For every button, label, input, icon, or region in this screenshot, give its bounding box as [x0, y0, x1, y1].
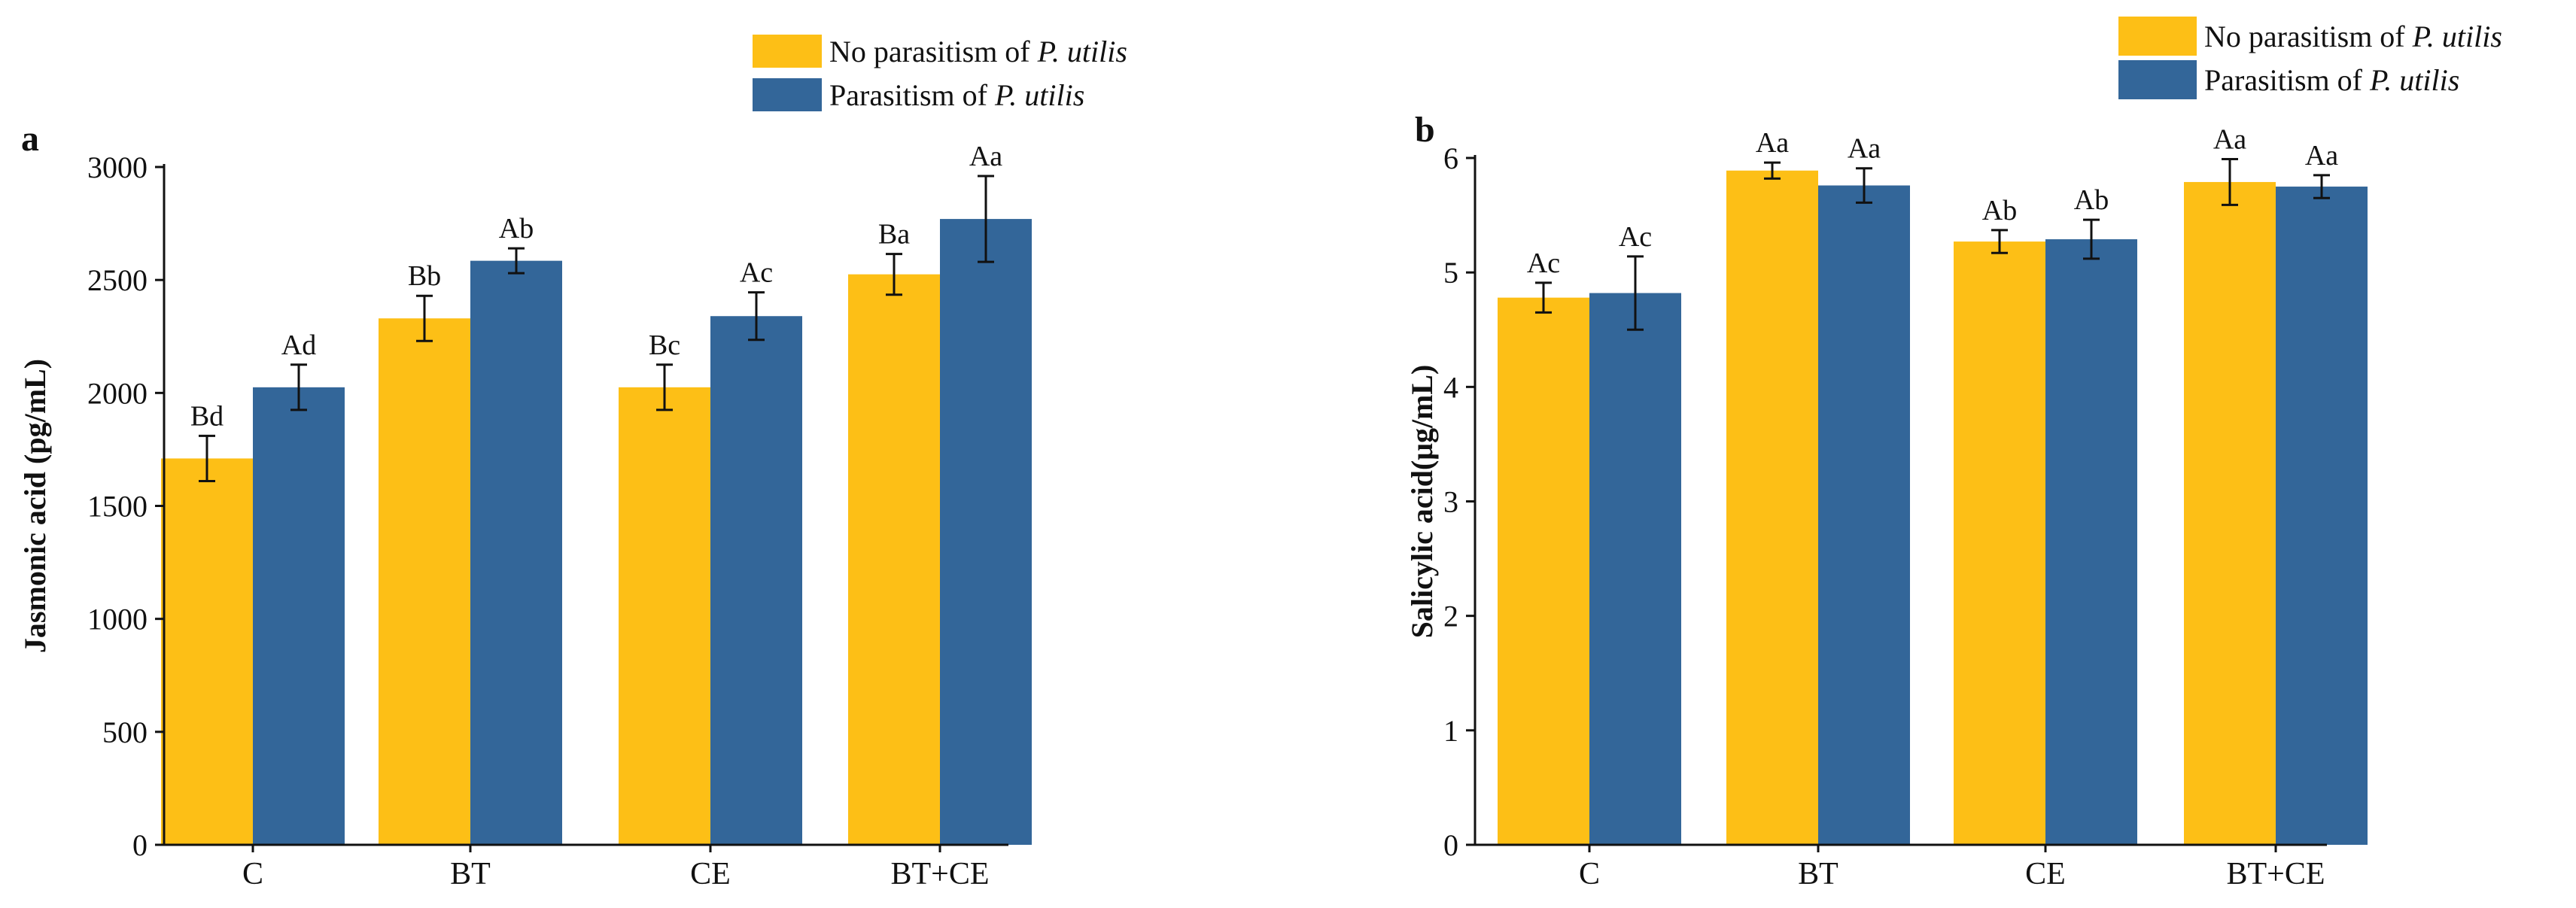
legend-swatch	[2118, 60, 2197, 99]
significance-label: Bb	[408, 260, 441, 292]
x-category-label: BT	[450, 857, 491, 891]
y-tick-label: 5	[1443, 256, 1458, 290]
y-tick-label: 3	[1443, 485, 1458, 519]
y-tick-label: 2000	[87, 376, 148, 410]
bar-parasitism-of-p-utilis-c	[1589, 293, 1681, 846]
significance-label: Aa	[969, 141, 1002, 172]
y-tick-label: 4	[1443, 370, 1458, 404]
significance-label: Ad	[281, 329, 316, 361]
y-tick-label: 2500	[87, 263, 148, 297]
bar-parasitism-of-p-utilis-btce	[940, 219, 1032, 845]
bar-parasitism-of-p-utilis-ce	[2045, 239, 2137, 845]
y-tick-label: 0	[132, 828, 148, 862]
y-tick-label: 1000	[87, 603, 148, 636]
bar-no-parasitism-of-p-utilis-c	[1498, 297, 1589, 846]
x-category-label: CE	[2025, 857, 2066, 891]
bar-no-parasitism-of-p-utilis-btce	[2184, 181, 2276, 845]
legend-label: No parasitism of P. utilis	[2204, 20, 2502, 53]
panel-label: b	[1415, 110, 1435, 150]
y-axis-label: Salicylic acid(μg/mL)	[1405, 365, 1439, 639]
bar-no-parasitism-of-p-utilis-c	[161, 458, 253, 845]
significance-label: Ba	[878, 219, 910, 251]
bar-no-parasitism-of-p-utilis-btce	[848, 274, 940, 845]
bar-parasitism-of-p-utilis-btce	[2276, 187, 2368, 845]
significance-label: Aa	[2305, 140, 2338, 172]
significance-label: Bd	[190, 400, 224, 432]
y-axis-label: Jasmonic acid (pg/mL)	[18, 359, 52, 653]
y-tick-label: 0	[1443, 828, 1458, 862]
bar-parasitism-of-p-utilis-c	[253, 387, 345, 845]
legend-label: Parasitism of P. utilis	[829, 78, 1084, 112]
legend-swatch	[753, 78, 822, 111]
bar-parasitism-of-p-utilis-bt	[1818, 185, 1910, 845]
panel-label: a	[21, 119, 39, 159]
significance-label: Ac	[1619, 221, 1652, 253]
significance-label: Aa	[1848, 133, 1881, 165]
significance-label: Aa	[2213, 124, 2246, 156]
bar-parasitism-of-p-utilis-ce	[710, 316, 802, 846]
x-category-label: BT+CE	[2226, 857, 2325, 891]
significance-label: Ab	[1982, 195, 2017, 226]
legend-swatch	[2118, 17, 2197, 56]
y-tick-label: 6	[1443, 141, 1458, 175]
chart-panel-a: Bd Bb Bc Ba Ad Ab Ac Aa 0 500 1000 1500 2000 2500 3000…	[18, 35, 1127, 891]
significance-label: Ac	[1527, 247, 1560, 279]
bar-no-parasitism-of-p-utilis-bt	[1726, 170, 1818, 845]
y-tick-label: 1500	[87, 490, 148, 524]
legend-swatch	[753, 35, 822, 68]
y-tick-label: 3000	[87, 150, 148, 184]
y-tick-label: 1	[1443, 714, 1458, 748]
bar-parasitism-of-p-utilis-bt	[470, 260, 562, 846]
significance-label: Ac	[740, 257, 773, 289]
x-category-label: CE	[690, 857, 731, 891]
significance-label: Bc	[649, 329, 680, 361]
legend-label: Parasitism of P. utilis	[2204, 63, 2459, 97]
chart-panel-b: Ac Aa Ab Aa Ac Aa Ab Aa 0 1 2 3 4 5 6 C BT CE BT+CE Salicyl…	[1405, 17, 2502, 891]
legend: No parasitism of P. utilis Parasitism of …	[2118, 17, 2502, 99]
significance-label: Aa	[1756, 127, 1789, 159]
x-category-label: C	[242, 857, 263, 891]
legend-label: No parasitism of P. utilis	[829, 35, 1127, 68]
x-category-label: BT+CE	[890, 857, 989, 891]
bar-no-parasitism-of-p-utilis-bt	[379, 318, 470, 845]
x-category-label: BT	[1798, 857, 1838, 891]
significance-label: Ab	[2074, 184, 2109, 216]
legend: No parasitism of P. utilis Parasitism of …	[753, 35, 1127, 112]
y-tick-label: 500	[102, 715, 148, 749]
x-category-label: C	[1579, 857, 1600, 891]
bar-no-parasitism-of-p-utilis-ce	[1954, 241, 2045, 845]
y-tick-label: 2	[1443, 600, 1458, 633]
bar-no-parasitism-of-p-utilis-ce	[619, 387, 710, 845]
significance-label: Ab	[499, 213, 534, 244]
